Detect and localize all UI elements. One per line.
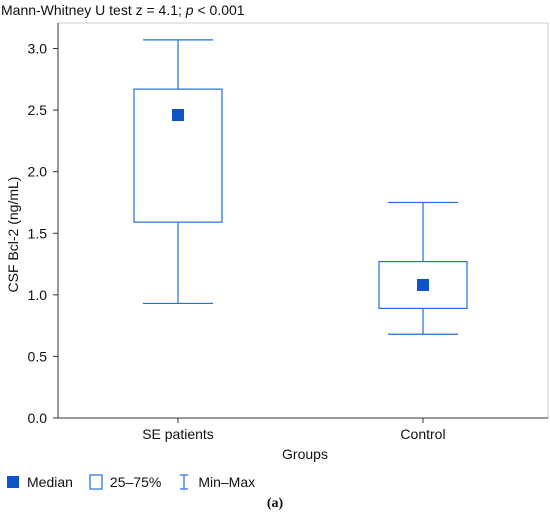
chart-title: Mann-Whitney U test z = 4.1; p < 0.001 xyxy=(1,2,245,18)
y-axis: 0.0 0.5 1.0 1.5 2.0 2.5 3.0 xyxy=(28,23,59,426)
figure-caption: (a) xyxy=(266,496,284,511)
y-tick-label: 1.0 xyxy=(28,287,48,303)
iqr-box xyxy=(378,260,468,309)
y-tick-label: 2.0 xyxy=(28,164,48,180)
y-tick-label: 0.5 xyxy=(28,348,48,364)
x-tick-label: SE patients xyxy=(142,426,214,442)
box-group xyxy=(378,201,468,335)
title-suffix: < 0.001 xyxy=(193,2,245,18)
x-tick-label: Control xyxy=(400,426,445,442)
legend: Median 25–75% Min–Max xyxy=(6,474,271,490)
iqr-box xyxy=(133,88,223,223)
title-prefix: Mann-Whitney U test z = 4.1; xyxy=(1,2,186,18)
x-axis-label: Groups xyxy=(282,446,328,462)
median-marker xyxy=(172,109,184,122)
y-tick-label: 3.0 xyxy=(28,41,48,57)
legend-item-iqr: 25–75% xyxy=(89,474,161,490)
y-axis-label: CSF Bcl-2 (ng/mL) xyxy=(5,177,21,293)
x-axis: SE patients Control xyxy=(58,417,548,442)
boxes xyxy=(133,39,468,335)
whisker-icon xyxy=(180,474,189,490)
legend-iqr-label: 25–75% xyxy=(109,474,162,490)
legend-range-label: Min–Max xyxy=(198,474,256,490)
legend-item-range: Min–Max xyxy=(177,474,255,490)
legend-median-label: Median xyxy=(27,474,73,490)
legend-item-median: Median xyxy=(6,474,73,490)
median-square-icon xyxy=(7,476,19,488)
title-p-italic: p xyxy=(185,2,194,18)
y-tick-label: 2.5 xyxy=(28,102,48,118)
box-outline-icon xyxy=(89,474,103,490)
box-group xyxy=(133,39,223,305)
y-tick-label: 1.5 xyxy=(28,225,48,241)
median-marker xyxy=(417,278,429,291)
plot-frame xyxy=(57,22,549,419)
y-tick-label: 0.0 xyxy=(28,410,48,426)
